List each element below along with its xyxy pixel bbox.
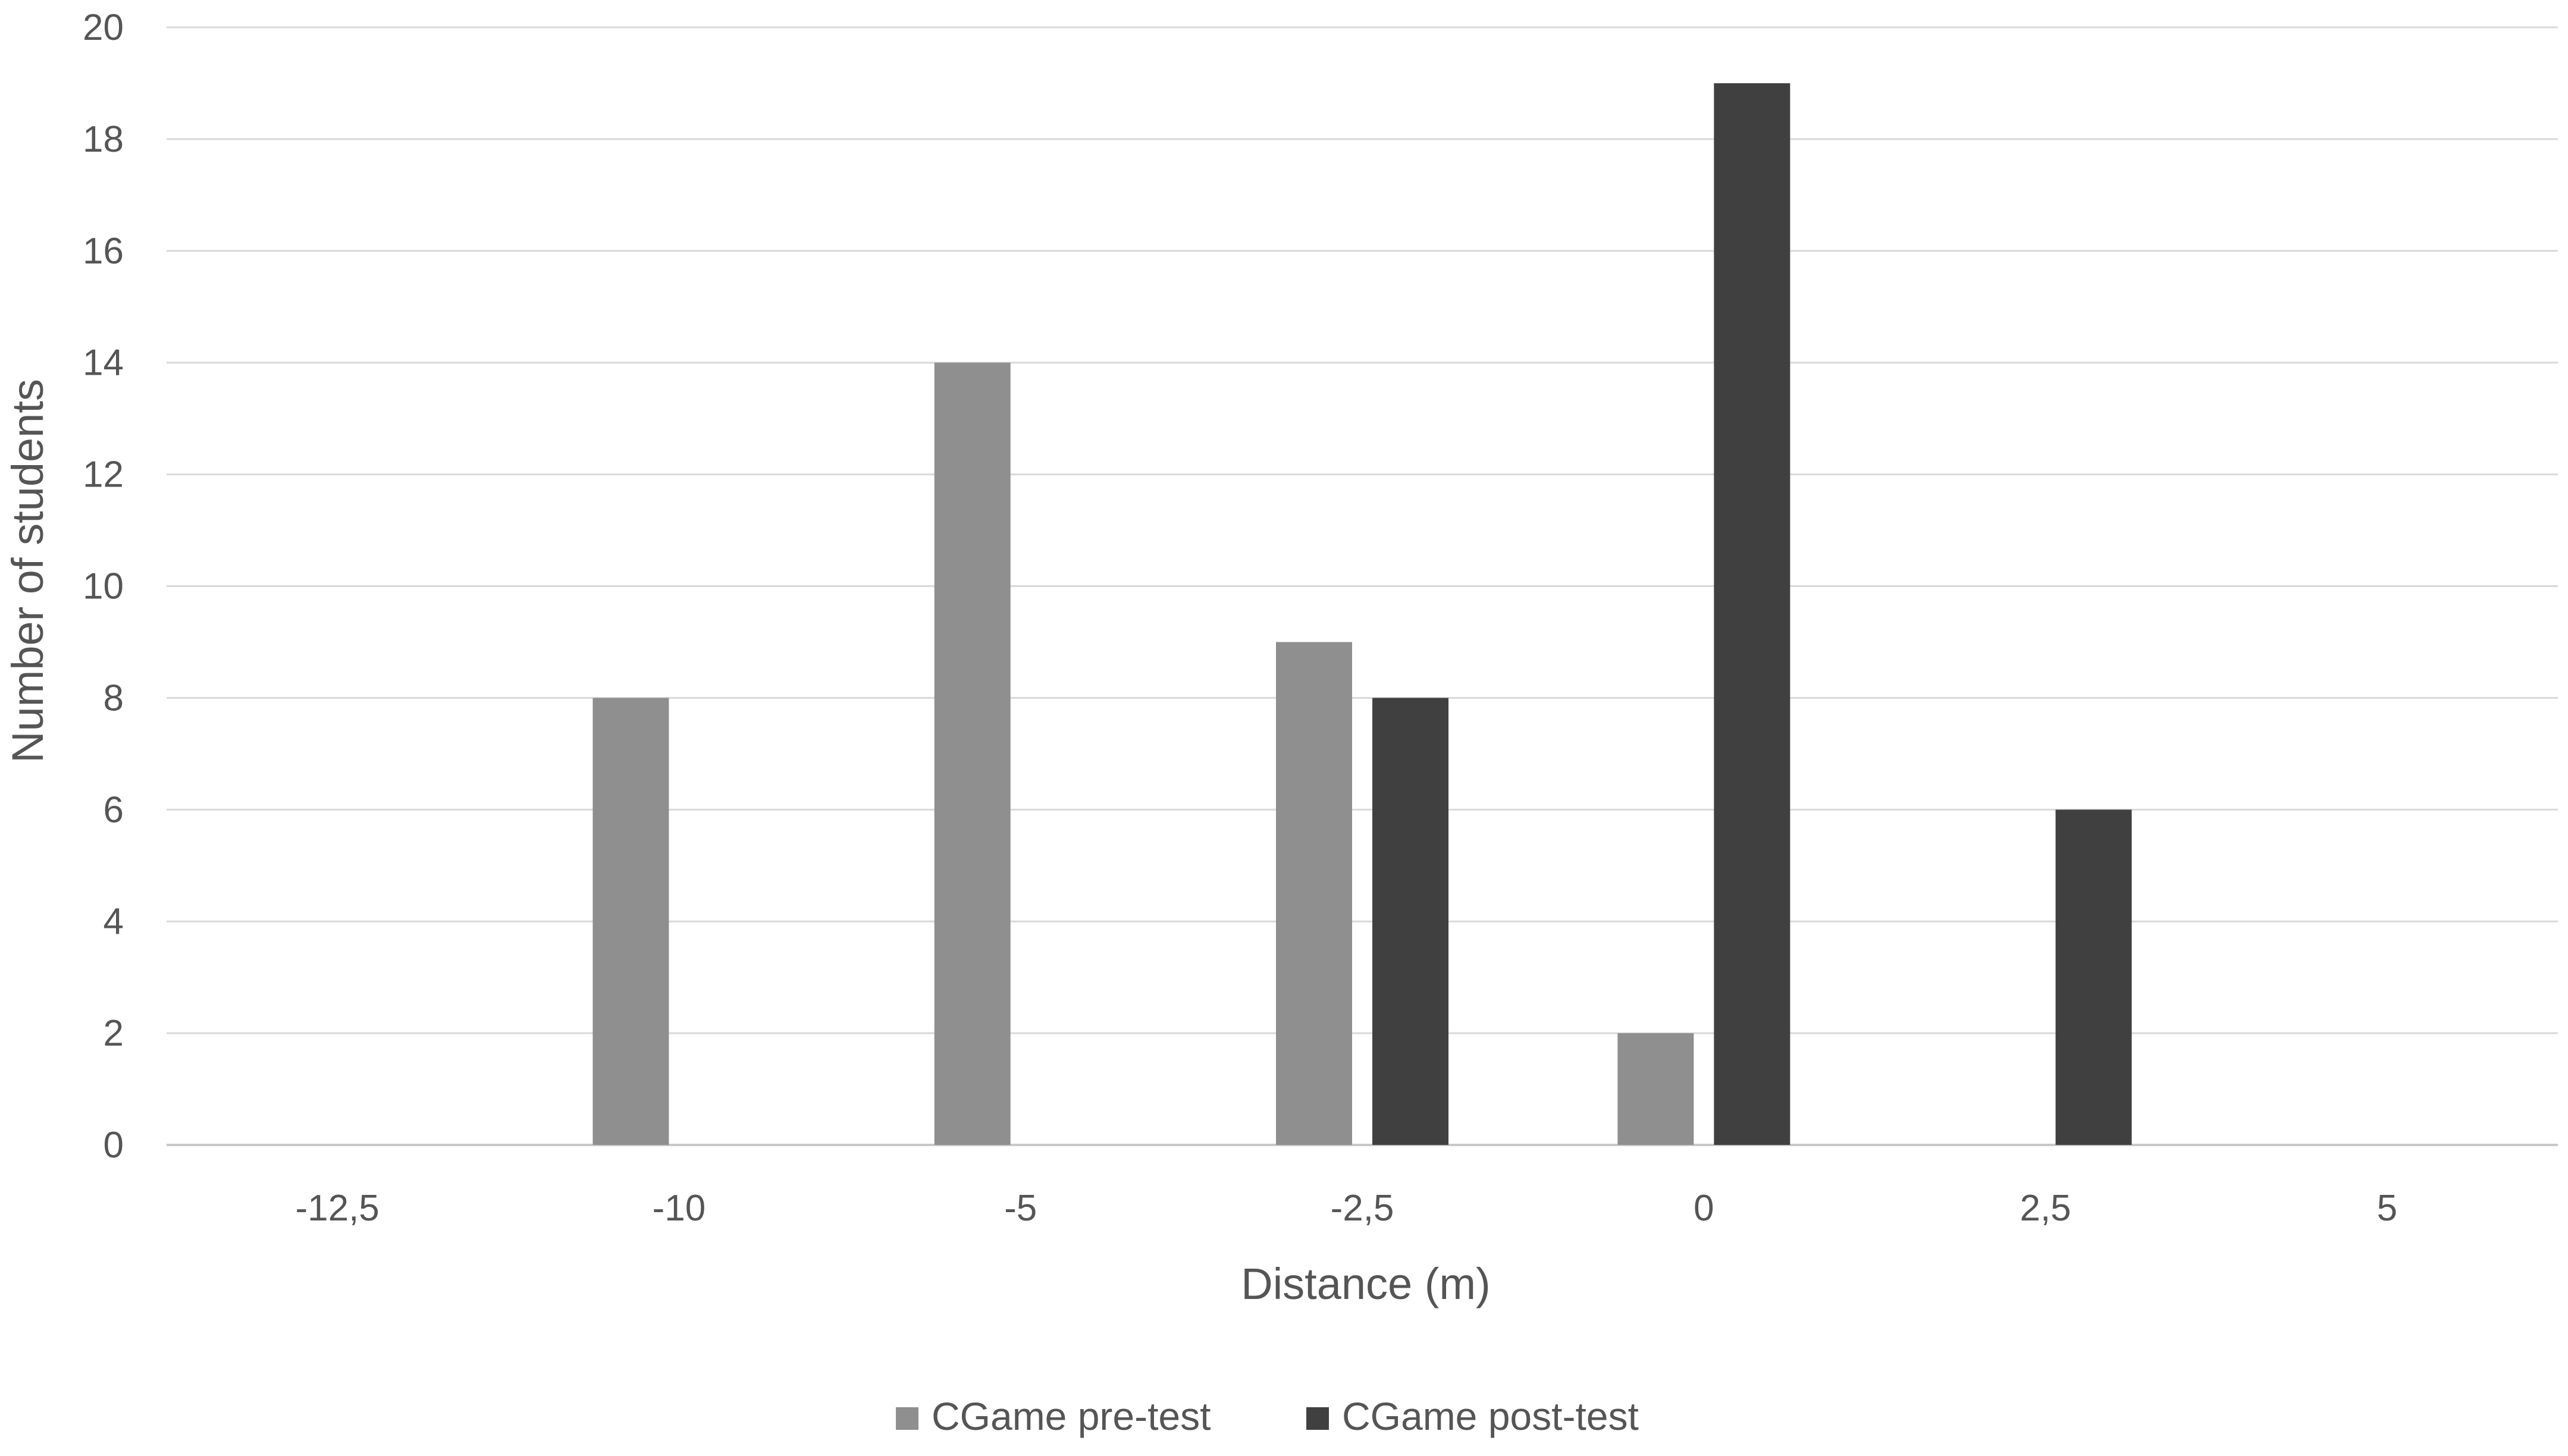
bar-post-test (2055, 809, 2132, 1145)
y-tick-label: 20 (83, 7, 124, 48)
x-tick-label: -2,5 (1331, 1188, 1394, 1229)
x-tick-label: -12,5 (295, 1188, 379, 1229)
y-axis-ticks: 0 2 4 6 8 10 12 14 16 18 20 (83, 7, 124, 1166)
y-tick-label: 2 (104, 1013, 124, 1054)
gridlines (167, 26, 2558, 1146)
y-tick-label: 10 (83, 566, 124, 607)
bar-pre-test (1276, 642, 1352, 1145)
legend-swatch-pre-test (896, 1407, 918, 1430)
legend: CGame pre-test CGame post-test (896, 1394, 1639, 1438)
x-tick-label: -5 (1004, 1188, 1037, 1229)
legend-swatch-post-test (1306, 1407, 1329, 1430)
bar-pre-test (1617, 1033, 1694, 1145)
y-tick-label: 14 (83, 343, 124, 384)
y-tick-label: 12 (83, 454, 124, 495)
legend-label-post-test: CGame post-test (1342, 1394, 1639, 1438)
x-tick-label: 0 (1694, 1188, 1714, 1229)
y-tick-label: 4 (104, 901, 124, 942)
x-tick-label: -10 (653, 1188, 706, 1229)
bar-post-test (1714, 83, 1791, 1146)
y-tick-label: 8 (104, 677, 124, 718)
bars (592, 83, 2132, 1146)
x-axis-ticks: -12,5 -10 -5 -2,5 0 2,5 5 (295, 1188, 2397, 1229)
legend-label-pre-test: CGame pre-test (932, 1394, 1211, 1438)
x-axis-title: Distance (m) (1241, 1259, 1490, 1308)
y-tick-label: 0 (104, 1125, 124, 1166)
x-tick-label: 5 (2377, 1188, 2397, 1229)
bar-pre-test (592, 698, 669, 1145)
y-tick-label: 18 (83, 119, 124, 160)
x-tick-label: 2,5 (2020, 1188, 2071, 1229)
bar-post-test (1372, 698, 1448, 1145)
bar-pre-test (934, 362, 1011, 1146)
y-tick-label: 6 (104, 789, 124, 830)
y-tick-label: 16 (83, 231, 124, 272)
y-axis-title: Number of students (3, 379, 52, 763)
